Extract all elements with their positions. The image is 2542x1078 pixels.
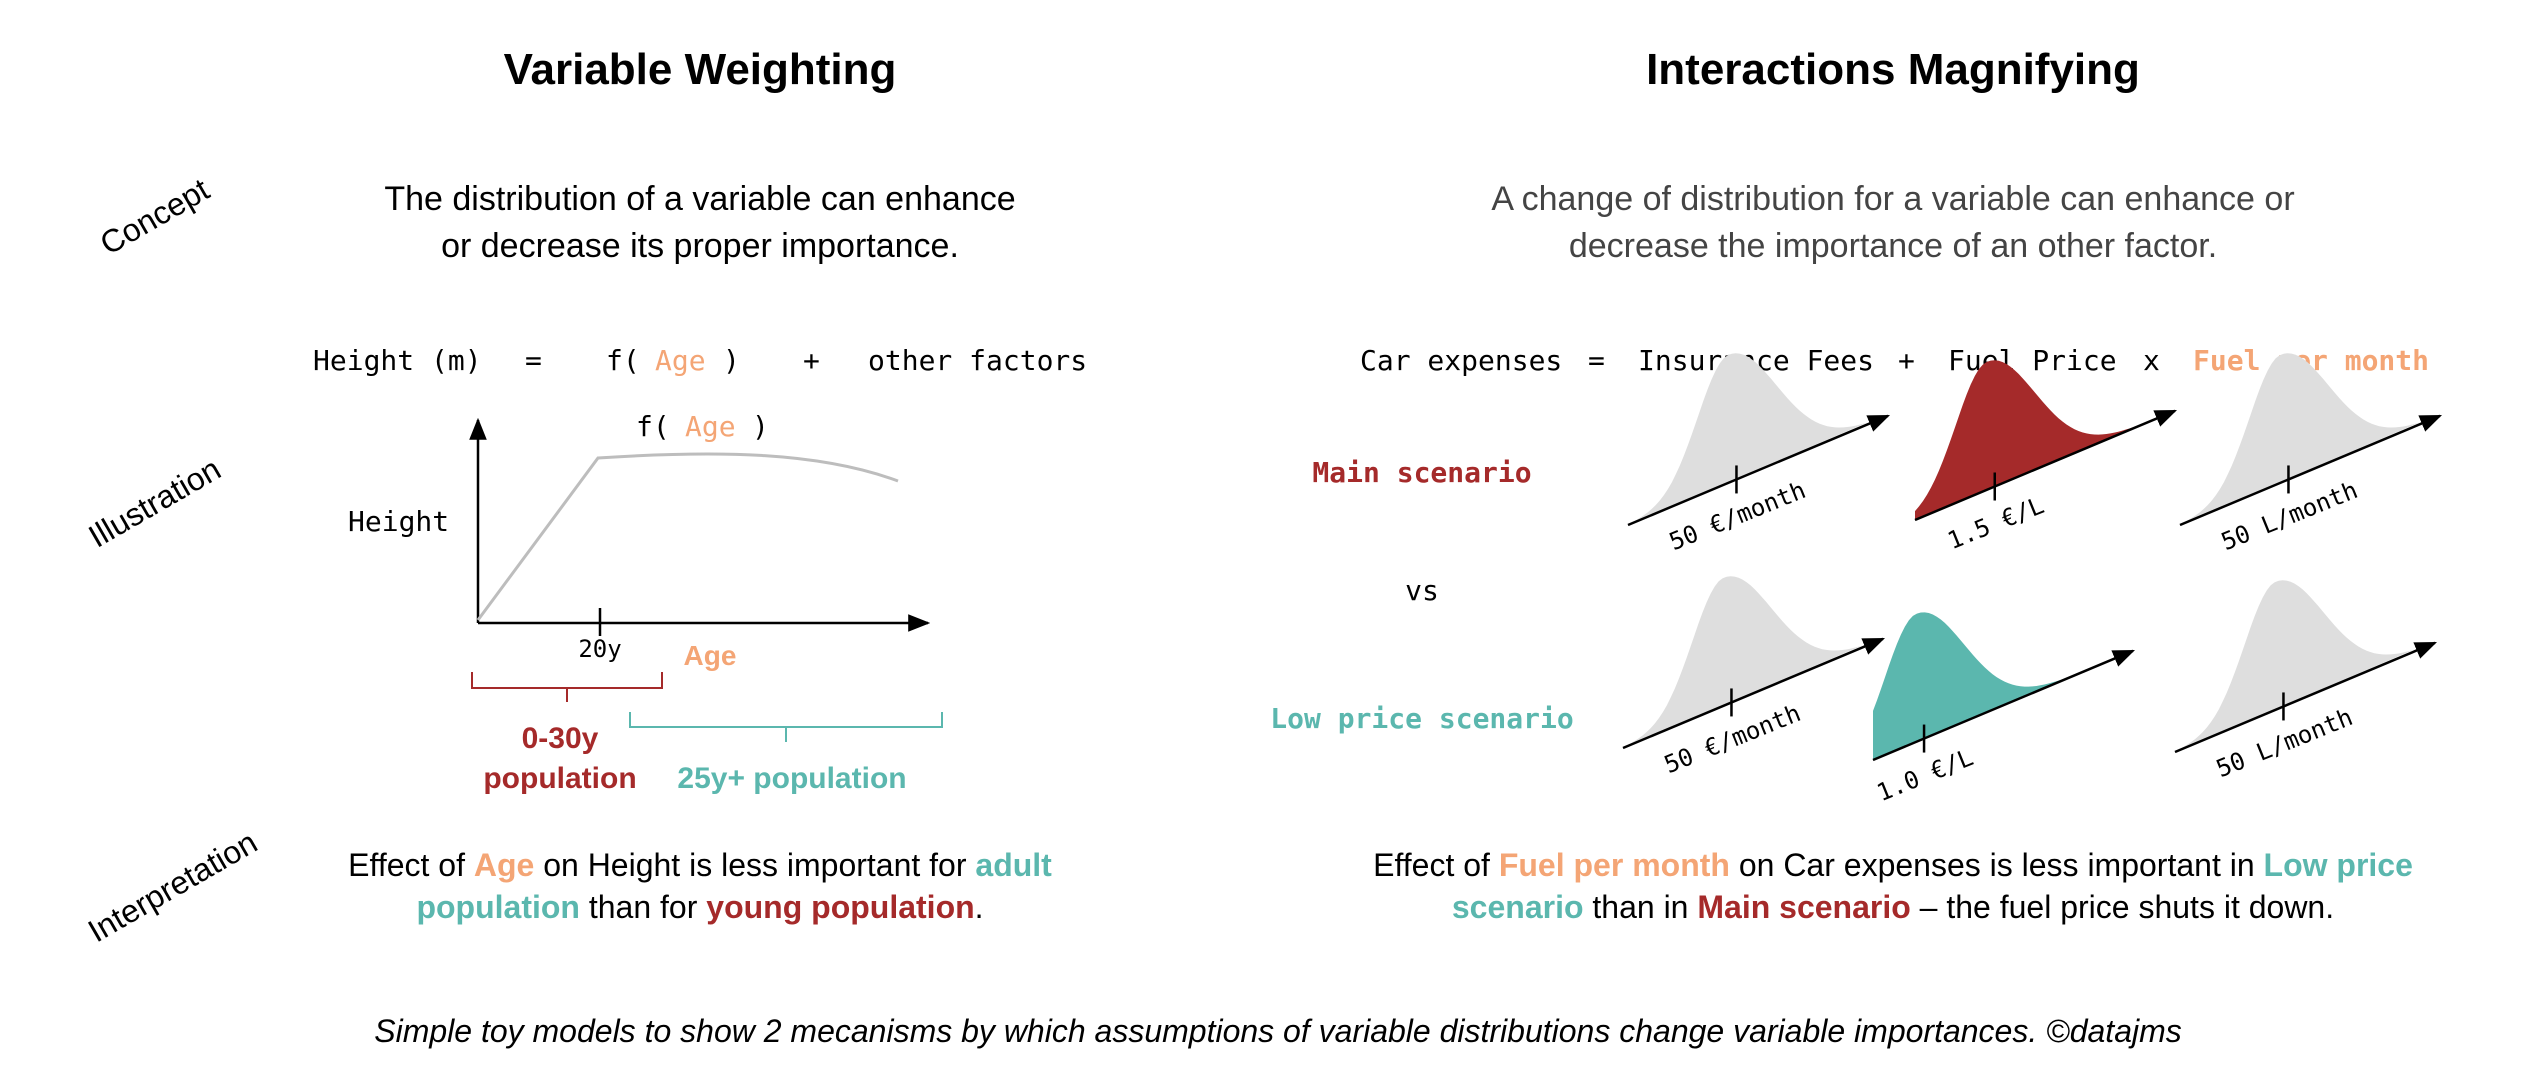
right-concept-line1: A change of distribution for a variable … (1491, 180, 2294, 218)
left-equation: Height (m) = f( Age ) + other factors (313, 344, 1087, 377)
right-interp-p5: scenario (1452, 889, 1584, 925)
footer-caption: Simple toy models to show 2 mecanisms by… (374, 1013, 2182, 1049)
dist-main-price: 1.5 €/L (1914, 360, 2178, 555)
right-interp-line2: scenario than in Main scenario – the fue… (1452, 889, 2334, 925)
left-interp-p6: than for (580, 889, 706, 925)
dist-main-fuel-axis (2179, 414, 2443, 527)
left-title: Variable Weighting (504, 45, 897, 94)
dist-low-fees-axis (1622, 637, 1886, 750)
right-equation: Car expenses = Insurance Fees + Fuel Pri… (1360, 344, 2429, 377)
right-eq-lhs: Car expenses (1360, 344, 1562, 377)
right-eq-equals: = (1588, 344, 1605, 377)
bracket-adult-label: 25y+ population (677, 762, 906, 795)
right-interp-line1: Effect of Fuel per month on Car expenses… (1373, 847, 2413, 883)
row-label-interpretation: Interpretation (82, 824, 263, 949)
plot-curve-label-var: Age (685, 410, 736, 443)
left-eq-lhs: Height (m) (313, 344, 482, 377)
scenario-low-label: Low price scenario (1270, 702, 1573, 735)
left-concept-line1: The distribution of a variable can enhan… (384, 180, 1015, 218)
dist-low-fees-curve (1623, 576, 1863, 748)
left-interp-p1: Effect of (348, 847, 474, 883)
dist-main-fees-curve (1628, 353, 1868, 525)
left-interp-p4: adult (975, 847, 1052, 883)
left-eq-rest: other factors (868, 344, 1087, 377)
plot-curve (476, 452, 899, 621)
plot-curve-label-close: ) (752, 410, 769, 443)
right-eq-term2: Fuel Price (1948, 344, 2117, 377)
dist-main-fees: 50 €/month (1627, 353, 1891, 556)
left-interp-line1: Effect of Age on Height is less importan… (348, 847, 1052, 883)
right-interp-p7: Main scenario (1697, 889, 1910, 925)
right-eq-times: x (2143, 344, 2160, 377)
right-interp-p8: – the fuel price shuts it down. (1911, 889, 2334, 925)
left-eq-f-close: ) (723, 344, 740, 377)
dist-main-price-axis (1914, 409, 2178, 522)
left-eq-plus: + (803, 344, 820, 377)
left-concept-line2: or decrease its proper importance. (441, 227, 959, 265)
right-interp-p4: Low price (2264, 847, 2413, 883)
plot-y-label: Height (348, 505, 449, 538)
bracket-young-label-2: population (483, 762, 636, 795)
dist-main-fuel: 50 L/month (2179, 353, 2443, 556)
right-eq-plus: + (1898, 344, 1915, 377)
row-label-concept: Concept (94, 171, 215, 262)
left-eq-var: Age (655, 344, 706, 377)
right-title: Interactions Magnifying (1646, 45, 2140, 94)
left-eq-f-open: f( (606, 344, 640, 377)
right-concept-line2: decrease the importance of an other fact… (1569, 227, 2217, 265)
right-interp-p3: on Car expenses is less important in (1730, 847, 2264, 883)
dist-main-fees-axis (1627, 414, 1891, 527)
left-eq-equals: = (525, 344, 542, 377)
dist-low-price-axis (1872, 649, 2136, 762)
left-interp-p3: on Height is less important for (534, 847, 975, 883)
plot-x-label: Age (684, 640, 737, 671)
right-interp-p2: Fuel per month (1499, 847, 1730, 883)
left-interp-p8: . (975, 889, 984, 925)
bracket-adult (629, 712, 943, 742)
dist-low-fuel-axis (2174, 641, 2438, 754)
row-label-illustration: Illustration (82, 450, 226, 554)
dist-low-price: 1.0 €/L (1872, 612, 2136, 807)
plot-curve-label-open: f( (636, 410, 670, 443)
dist-low-fees: 50 €/month (1622, 576, 1886, 779)
left-interp-p7: young population (706, 889, 974, 925)
dist-low-fuel: 50 L/month (2174, 580, 2438, 783)
left-interp-line2: population than for young population. (416, 889, 983, 925)
left-plot: 20y f( Age ) Height Age 0-30y population… (348, 410, 943, 795)
dist-main-fuel-curve (2180, 353, 2420, 525)
dist-main-price-curve (1915, 360, 2155, 520)
right-interp-p1: Effect of (1373, 847, 1499, 883)
left-interp-p5: population (416, 889, 580, 925)
bracket-young (471, 672, 663, 702)
left-interp-p2: Age (474, 847, 534, 883)
dist-low-price-curve (1873, 612, 2113, 760)
dist-low-fuel-curve (2175, 580, 2415, 752)
right-interp-p6: than in (1584, 889, 1698, 925)
plot-tick-label: 20y (578, 635, 621, 663)
bracket-young-label-1: 0-30y (522, 722, 599, 755)
scenario-main-label: Main scenario (1312, 456, 1531, 489)
vs-label: vs (1405, 574, 1439, 607)
